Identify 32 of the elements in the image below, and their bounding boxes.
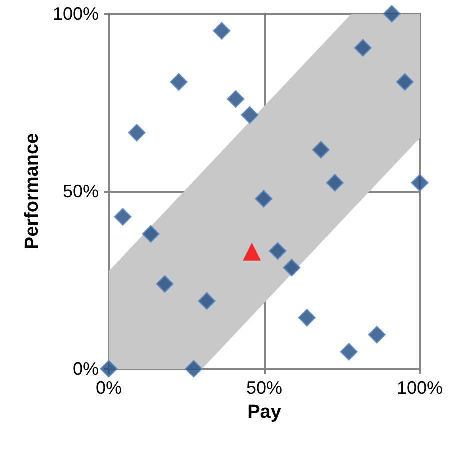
- x-tick-label: 50%: [246, 378, 283, 398]
- point: [128, 124, 146, 142]
- y-tick-label: 100%: [52, 4, 99, 24]
- point: [114, 208, 132, 226]
- point: [326, 174, 344, 192]
- point: [170, 73, 188, 91]
- point: [312, 141, 330, 159]
- x-axis-title: Pay: [248, 402, 282, 423]
- y-tick-label: 0%: [72, 359, 99, 379]
- point: [156, 275, 174, 293]
- point: [354, 39, 372, 57]
- point: [396, 73, 414, 91]
- y-tick-label: 50%: [62, 182, 99, 202]
- point: [269, 242, 287, 260]
- point: [142, 225, 160, 243]
- point: [243, 242, 262, 261]
- point: [411, 174, 429, 192]
- point: [185, 360, 203, 378]
- point: [241, 106, 259, 124]
- point: [198, 292, 216, 310]
- point: [298, 309, 316, 327]
- x-tick-label: 0%: [96, 378, 122, 398]
- x-tick-label: 100%: [396, 378, 444, 398]
- point: [255, 190, 273, 208]
- point: [283, 259, 301, 277]
- point: [340, 343, 358, 361]
- point: [213, 22, 231, 40]
- point: [100, 360, 118, 378]
- y-axis-title: Performance: [22, 133, 44, 250]
- point: [383, 5, 401, 23]
- point: [368, 326, 386, 344]
- point: [227, 90, 245, 108]
